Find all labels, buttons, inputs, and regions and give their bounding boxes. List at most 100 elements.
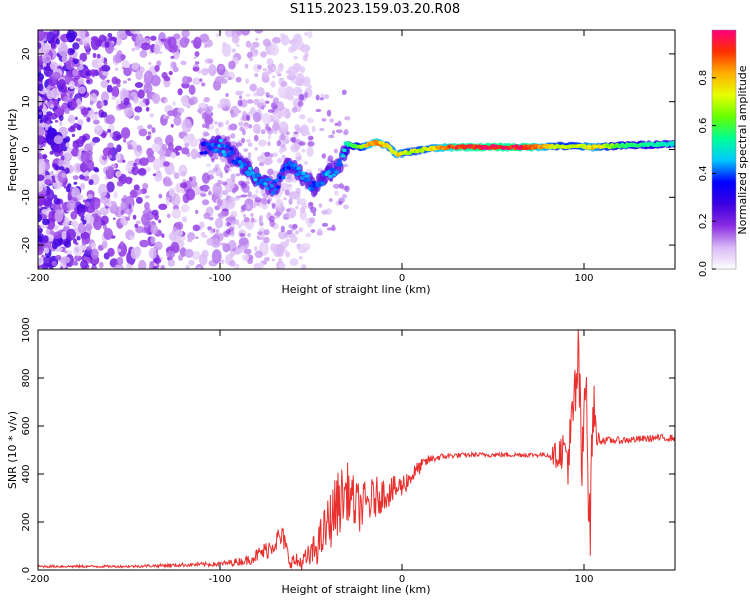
noise-blob	[219, 103, 227, 109]
noise-blob	[38, 95, 43, 107]
noise-blob	[145, 195, 150, 199]
noise-blob	[239, 95, 243, 100]
noise-blob	[86, 116, 91, 123]
noise-blob	[127, 78, 132, 81]
noise-blob	[66, 147, 73, 152]
noise-blob	[206, 68, 210, 73]
noise-blob	[310, 229, 316, 234]
noise-blob	[240, 194, 248, 198]
colorbar-tick-label: 0.4	[698, 165, 709, 181]
noise-blob	[298, 227, 304, 233]
noise-blob	[80, 107, 89, 116]
y-tick-label: -20	[21, 237, 32, 253]
noise-blob	[54, 119, 59, 123]
noise-blob	[246, 139, 251, 143]
noise-blob	[138, 128, 148, 137]
noise-blob	[300, 124, 309, 137]
noise-blob	[115, 170, 122, 177]
noise-blob	[89, 100, 94, 106]
noise-blob	[45, 228, 52, 235]
noise-blob	[86, 245, 92, 251]
noise-blob	[49, 61, 58, 71]
noise-blob	[100, 91, 110, 103]
noise-blob	[131, 47, 136, 52]
noise-blob	[67, 126, 76, 133]
noise-blob	[38, 42, 42, 50]
noise-blob	[67, 115, 76, 124]
noise-blob	[233, 219, 240, 225]
noise-blob	[193, 36, 202, 49]
noise-blob	[245, 40, 252, 48]
noise-blob	[262, 67, 267, 72]
noise-blob	[227, 76, 232, 81]
noise-blob	[91, 213, 97, 218]
x-tick-label: 100	[574, 574, 593, 585]
noise-blob	[278, 230, 288, 240]
noise-blob	[95, 198, 101, 202]
noise-blob	[61, 172, 67, 179]
noise-blob	[38, 174, 45, 182]
noise-blob	[264, 92, 270, 96]
noise-blob	[120, 240, 124, 247]
noise-blob	[253, 98, 260, 106]
noise-blob	[249, 56, 254, 62]
noise-blob	[231, 187, 237, 194]
noise-blob	[119, 54, 126, 60]
noise-blob	[146, 89, 150, 94]
noise-blob	[226, 221, 231, 227]
noise-blob	[333, 148, 338, 154]
noise-blob	[94, 124, 104, 136]
noise-blob	[41, 254, 45, 259]
noise-blob	[214, 205, 221, 211]
noise-blob	[244, 63, 249, 69]
noise-blob	[184, 248, 194, 258]
noise-blob	[277, 111, 283, 119]
noise-blob	[215, 127, 220, 134]
noise-blob	[187, 105, 191, 108]
noise-blob	[271, 37, 281, 44]
noise-blob	[253, 134, 259, 142]
ridge-core	[269, 184, 275, 188]
noise-blob	[248, 257, 253, 261]
noise-blob	[116, 30, 127, 39]
noise-blob	[305, 232, 312, 238]
noise-blob	[203, 212, 211, 220]
noise-blob	[298, 93, 305, 101]
noise-blob	[170, 55, 175, 59]
colorbar-label: Normalized spectral amplitude	[736, 65, 749, 234]
noise-blob	[250, 217, 255, 223]
ridge-core	[672, 142, 675, 146]
noise-blob	[145, 166, 151, 173]
noise-blob	[280, 182, 289, 192]
noise-blob	[272, 75, 276, 79]
ridge-core	[292, 163, 298, 167]
noise-blob	[219, 98, 229, 106]
noise-blob	[65, 59, 75, 71]
noise-blob	[245, 180, 250, 185]
noise-blob	[242, 123, 249, 130]
noise-blob	[278, 263, 286, 269]
noise-blob	[78, 86, 86, 94]
noise-blob	[135, 220, 141, 225]
noise-blob	[153, 258, 162, 264]
noise-blob	[70, 147, 80, 157]
noise-blob	[219, 171, 224, 179]
noise-blob	[236, 142, 243, 147]
noise-blob	[151, 127, 156, 134]
noise-blob	[335, 129, 343, 134]
noise-blob	[276, 140, 282, 147]
noise-blob	[116, 144, 122, 153]
noise-blob	[106, 84, 113, 93]
noise-blob	[200, 190, 206, 195]
chart-title: S115.2023.159.03.20.R08	[289, 2, 461, 17]
noise-blob	[268, 215, 275, 223]
noise-blob	[46, 86, 51, 92]
noise-blob	[253, 92, 260, 97]
noise-blob	[134, 82, 144, 89]
noise-blob	[261, 197, 268, 206]
noise-blob	[115, 99, 120, 105]
noise-blob	[90, 265, 98, 269]
noise-blob	[116, 256, 124, 266]
noise-blob	[74, 255, 79, 261]
noise-blob	[208, 58, 214, 64]
